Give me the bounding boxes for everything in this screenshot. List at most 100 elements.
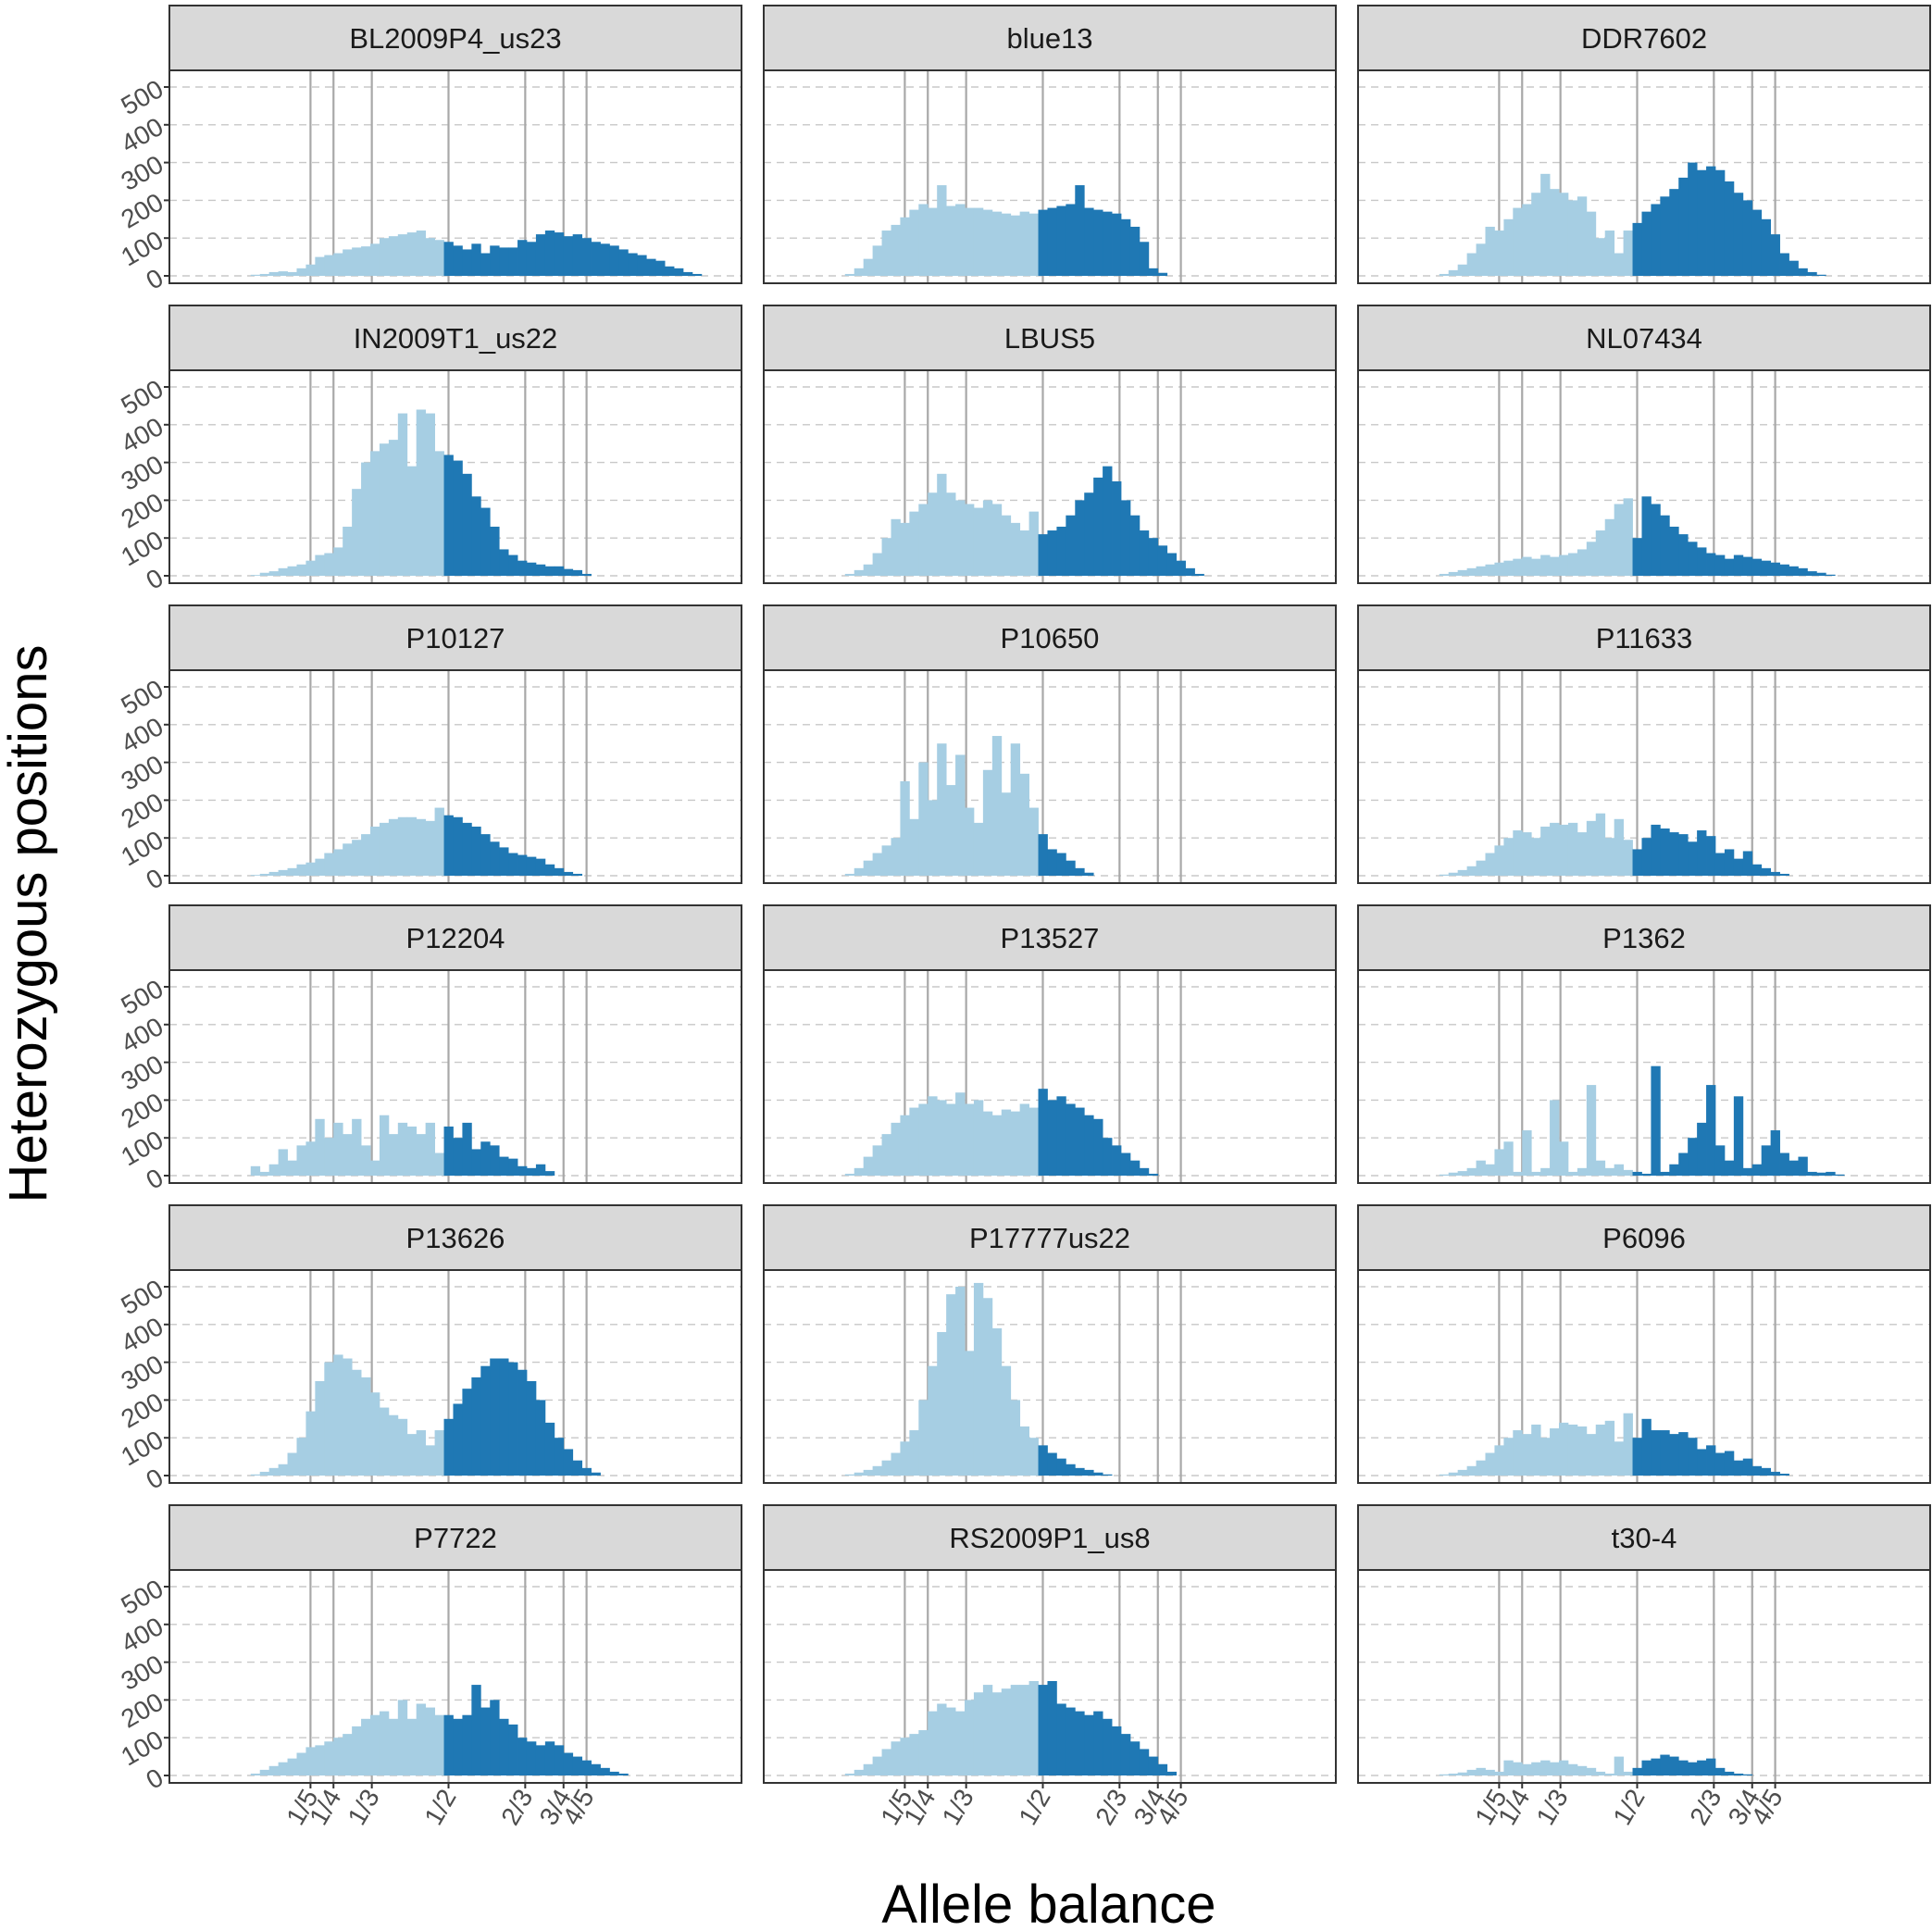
histogram-bar (1632, 538, 1642, 576)
histogram-bar (268, 871, 280, 876)
histogram-bar (928, 1096, 938, 1176)
panel-title: P13527 (1001, 922, 1100, 954)
histogram-bar (517, 240, 528, 276)
histogram-bar (872, 1145, 882, 1176)
histogram-bar (1531, 1171, 1541, 1176)
histogram-bar (1194, 573, 1204, 576)
histogram-bar (1714, 1145, 1726, 1176)
histogram-bar (1494, 230, 1504, 276)
histogram-bar (480, 253, 491, 276)
plot-background (764, 1270, 1336, 1483)
histogram-bar (1577, 1426, 1588, 1476)
histogram-bar (1056, 1458, 1066, 1476)
panel-border (168, 669, 742, 884)
histogram-bar (918, 1730, 929, 1775)
histogram-bar (1770, 1471, 1780, 1476)
histogram-bar (973, 1692, 984, 1775)
histogram-bar (471, 1685, 481, 1775)
panel-strip (1357, 1504, 1931, 1571)
histogram-bar (1761, 1145, 1772, 1176)
histogram-bar (881, 538, 891, 576)
histogram-bar (278, 1464, 288, 1476)
histogram-bar (324, 553, 334, 576)
histogram-bar (1010, 522, 1021, 576)
histogram-bar (1567, 1424, 1578, 1476)
panel-title: P1362 (1602, 922, 1686, 954)
y-tick-label: 200 (117, 188, 168, 234)
histogram-bar (1595, 813, 1606, 876)
histogram-bar (854, 1167, 865, 1176)
histogram-bar (965, 1103, 975, 1176)
histogram-bar (1047, 1100, 1057, 1176)
histogram-bar (1807, 1171, 1817, 1176)
histogram-bar (1678, 1152, 1689, 1176)
histogram-bar (1660, 196, 1670, 276)
histogram-bar (343, 1734, 353, 1775)
histogram-bar (324, 255, 334, 276)
panel-border (763, 69, 1337, 284)
histogram-bar (361, 462, 371, 576)
histogram-bar (572, 1460, 583, 1476)
panel-strip (168, 604, 742, 671)
histogram-bar (665, 266, 675, 276)
histogram-bar (434, 1430, 444, 1476)
histogram-bar (1028, 511, 1039, 576)
histogram-bar (370, 451, 380, 576)
histogram-bar (1733, 554, 1744, 576)
histogram-bar (1651, 504, 1661, 576)
histogram-bar (1010, 743, 1021, 876)
histogram-bar (1623, 1169, 1633, 1176)
x-tick-label: 1/3 (343, 1785, 385, 1830)
histogram-bar (1706, 553, 1716, 576)
histogram-bar (388, 440, 399, 576)
histogram-bar (361, 1145, 371, 1176)
histogram-bar (352, 840, 362, 876)
histogram-bar (490, 841, 500, 876)
histogram-bar (1056, 526, 1066, 576)
panel-title: blue13 (1006, 22, 1092, 55)
histogram-bar (973, 1282, 984, 1476)
histogram-bar (1623, 230, 1633, 276)
histogram-bar (1093, 1118, 1103, 1176)
histogram-bar (287, 1758, 297, 1775)
x-tick-label: 1/3 (1531, 1785, 1574, 1830)
histogram-bar (1751, 1164, 1763, 1176)
y-tick-label: 200 (117, 788, 168, 834)
histogram-bar (1103, 466, 1113, 576)
histogram-bar (416, 1703, 427, 1775)
histogram-bar (1559, 1141, 1569, 1176)
y-tick-label: 200 (117, 1388, 168, 1434)
histogram-bar (1485, 226, 1495, 276)
histogram-bar (1485, 853, 1495, 876)
y-tick-label: 500 (117, 674, 168, 720)
histogram-bar (1028, 213, 1039, 276)
histogram-bar (581, 573, 592, 576)
histogram-bar (535, 1400, 546, 1476)
histogram-bar (490, 245, 500, 276)
histogram-bar (1789, 566, 1799, 576)
histogram-bar (462, 249, 472, 276)
histogram-bar (1604, 1420, 1615, 1476)
histogram-bar (1485, 1769, 1495, 1775)
histogram-bar (1714, 853, 1726, 876)
histogram-bar (1103, 1718, 1113, 1775)
histogram-bar (1513, 558, 1523, 576)
histogram-bar (1632, 222, 1642, 276)
histogram-bar (1176, 560, 1186, 576)
histogram-bar (1761, 867, 1772, 876)
histogram-bar (490, 1700, 500, 1775)
histogram-bar (1742, 200, 1753, 276)
histogram-bar (388, 236, 399, 276)
histogram-bar (1148, 1173, 1159, 1176)
histogram-bar (1660, 515, 1670, 576)
histogram-bar (1724, 181, 1735, 276)
histogram-bar (854, 569, 865, 576)
histogram-bar (370, 243, 380, 276)
histogram-bar (891, 518, 901, 576)
histogram-bar (1084, 1115, 1094, 1176)
histogram-bar (1577, 196, 1588, 276)
histogram-bar (1669, 832, 1679, 876)
histogram-bar (268, 571, 280, 576)
histogram-bar (1559, 1760, 1569, 1775)
